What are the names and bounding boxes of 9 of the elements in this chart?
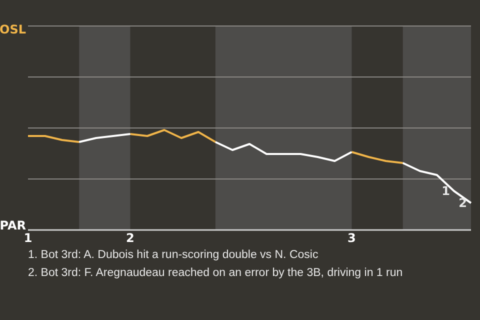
text: 1. Bot 3rd: A. Dubois hit a run-scoring double vs N. Cosic [28, 249, 318, 261]
text: PAR [0, 218, 26, 232]
annotation: 2 [458, 196, 467, 210]
x-tick-label: 2 [126, 231, 134, 245]
x-tick-label: 1 [24, 231, 32, 245]
x-tick-label: 3 [348, 231, 356, 245]
text: OSL [0, 22, 26, 36]
text: 2. Bot 3rd: F. Aregnaudeau reached on an error by the 3B, driving in 1 run [28, 267, 403, 279]
annotation: 1 [442, 184, 450, 198]
